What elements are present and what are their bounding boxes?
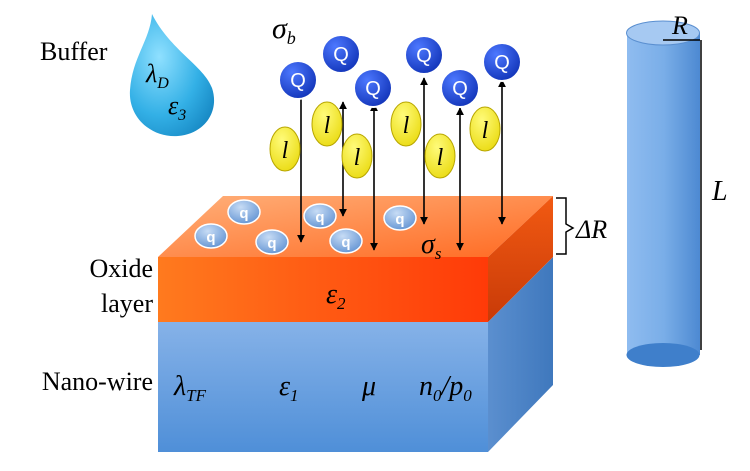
svg-text:l: l [354, 145, 361, 171]
nanowire-front-face [158, 322, 488, 452]
mu-label: μ [361, 371, 376, 402]
linker-molecule: l [469, 106, 501, 152]
sigma-s-label: σs [421, 229, 442, 263]
delta-r-label: ΔR [575, 215, 607, 244]
eps2-label: ε2 [326, 279, 346, 313]
svg-text:q: q [315, 209, 324, 226]
lambda-d-label: λD [145, 59, 169, 92]
nanowire-cylinder [626, 20, 700, 367]
svg-text:Q: Q [290, 70, 306, 92]
svg-text:q: q [341, 234, 350, 251]
small-q-charge: q [329, 228, 363, 254]
sigma-b-label: σb [272, 12, 296, 48]
oxide-label-line1: Oxide [89, 254, 153, 283]
oxide-label-line2: layer [101, 289, 153, 318]
svg-text:l: l [324, 113, 331, 139]
surface-charges: q q q q q q [194, 199, 417, 255]
length-label: L [711, 176, 728, 207]
svg-text:q: q [267, 235, 276, 252]
linkers: l l l l l l [269, 101, 501, 179]
big-q-charge: Q [278, 60, 318, 100]
small-q-charge: q [303, 203, 337, 229]
svg-text:Q: Q [452, 78, 468, 100]
nanowire-block [158, 257, 553, 452]
linker-molecule: l [311, 101, 343, 147]
svg-text:q: q [395, 211, 404, 228]
linker-molecule: l [269, 126, 301, 172]
n0-p0-label: n0/p0 [419, 371, 472, 405]
linker-molecule: l [424, 133, 456, 179]
oxide-layer [158, 196, 553, 322]
linker-molecule: l [390, 101, 422, 147]
linker-molecule: l [341, 133, 373, 179]
svg-text:Q: Q [365, 78, 381, 100]
buffer-drop [129, 14, 215, 137]
oxide-front-face [158, 257, 488, 322]
small-q-charge: q [227, 199, 261, 225]
svg-text:l: l [282, 138, 289, 164]
small-q-charge: q [383, 205, 417, 231]
buffer-label: Buffer [40, 37, 108, 66]
svg-text:l: l [482, 118, 489, 144]
svg-text:Q: Q [494, 52, 510, 74]
big-q-charge: Q [321, 34, 361, 74]
oxide-side-face [488, 196, 553, 322]
big-q-charge: Q [482, 42, 522, 82]
svg-text:Q: Q [333, 44, 349, 66]
big-q-charge: Q [404, 35, 444, 75]
svg-text:l: l [403, 113, 410, 139]
radius-label: R [671, 11, 688, 40]
small-q-charge: q [194, 223, 228, 249]
svg-text:q: q [206, 229, 215, 246]
delta-r-bracket [556, 197, 575, 255]
svg-text:Q: Q [416, 45, 432, 67]
lambda-tf-label: λTF [173, 371, 207, 405]
small-q-charge: q [255, 229, 289, 255]
svg-text:l: l [437, 145, 444, 171]
eps1-label: ε1 [279, 371, 299, 405]
big-q-charge: Q [353, 68, 393, 108]
nanowire-label: Nano-wire [42, 367, 153, 396]
bulk-charges: Q Q Q Q Q Q [278, 34, 522, 108]
big-q-charge: Q [440, 68, 480, 108]
eps3-label: ε3 [168, 91, 186, 124]
svg-text:q: q [239, 205, 248, 222]
